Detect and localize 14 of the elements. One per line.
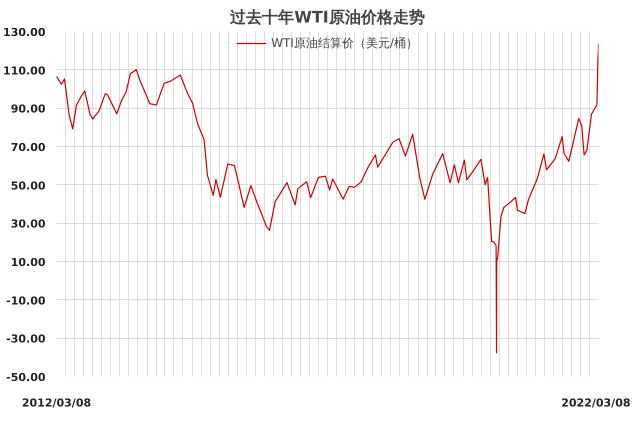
- y-tick-label: 130.00: [3, 26, 46, 39]
- y-tick-label: 30.00: [10, 218, 46, 231]
- y-tick-label: 50.00: [10, 179, 46, 192]
- x-tick-label: 2022/03/08: [561, 396, 630, 410]
- y-tick-label: -30.00: [6, 332, 46, 346]
- y-tick-label: 90.00: [10, 102, 46, 116]
- y-tick-label: 10.00: [10, 256, 46, 269]
- y-tick-label: 70.00: [10, 141, 46, 154]
- y-tick-label: -10.00: [6, 294, 46, 308]
- x-tick-label: 2012/03/08: [22, 396, 92, 410]
- y-tick-label: 110.00: [3, 64, 46, 78]
- y-tick-label: -50.00: [6, 371, 46, 384]
- legend-label: WTI原油结算价（美元/桶）: [271, 34, 418, 52]
- chart-title: 过去十年WTI原油价格走势: [229, 8, 425, 26]
